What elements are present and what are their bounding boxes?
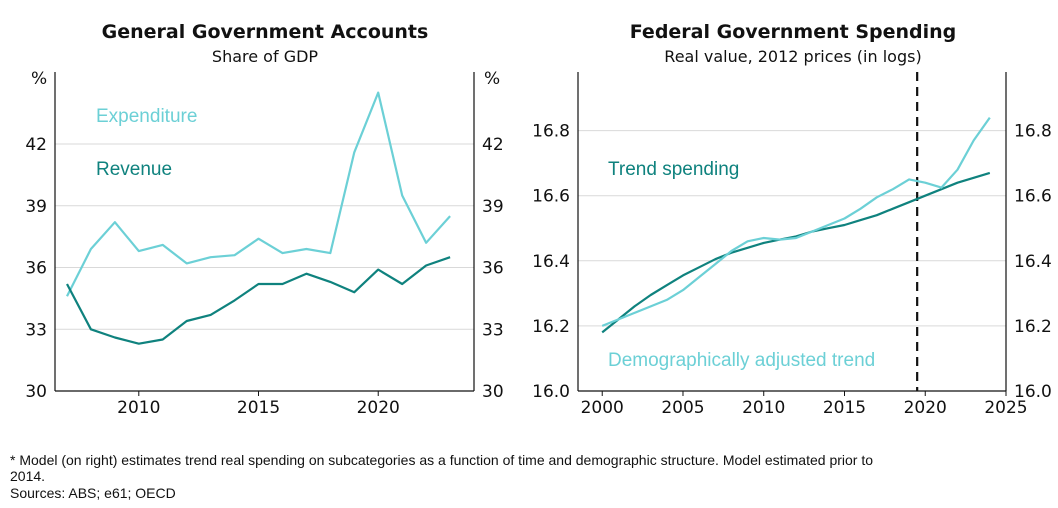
footnote-line-2: 2014. — [10, 468, 46, 484]
right-xtick-label: 2010 — [742, 398, 785, 418]
left-xtick-label: 2015 — [237, 398, 280, 418]
right-chart-title: Federal Government Spending — [630, 21, 957, 43]
left-ytick-right: 33 — [482, 320, 504, 340]
right-series-demographically-adjusted-trend — [601, 116, 991, 327]
trend-spending-label: Trend spending — [608, 159, 739, 180]
left-xtick-label: 2010 — [117, 398, 160, 418]
left-unit-label-right: % — [484, 69, 500, 89]
right-ytick-right: 16.4 — [1014, 252, 1052, 272]
right-ytick-left: 16.2 — [532, 317, 570, 337]
left-chart-title: General Government Accounts — [102, 21, 429, 43]
right-ytick-left: 16.0 — [532, 382, 570, 402]
left-ytick-left: 36 — [25, 259, 47, 279]
left-ytick-right: 39 — [482, 197, 504, 217]
demographic-trend-label: Demographically adjusted trend — [608, 350, 875, 371]
left-chart-subtitle: Share of GDP — [212, 47, 318, 66]
sources-line: Sources: ABS; e61; OECD — [10, 485, 176, 501]
right-ytick-right: 16.2 — [1014, 317, 1052, 337]
right-ytick-right: 16.0 — [1014, 382, 1052, 402]
left-plot: 30 30 33 33 36 36 39 39 42 42 2010 2015 2020 — [25, 72, 504, 418]
left-series-expenditure — [66, 91, 451, 297]
left-ytick-left: 30 — [25, 382, 47, 402]
right-xtick-label: 2020 — [904, 398, 947, 418]
left-ytick-left: 39 — [25, 197, 47, 217]
right-xtick-label: 2005 — [661, 398, 704, 418]
chart-canvas: General Government Accounts Share of GDP… — [25, 21, 1052, 418]
left-xtick-label: 2020 — [357, 398, 400, 418]
left-ytick-right: 36 — [482, 259, 504, 279]
expenditure-label: Expenditure — [96, 106, 197, 127]
right-ytick-left: 16.4 — [532, 252, 570, 272]
footnote-line-1: * Model (on right) estimates trend real … — [10, 452, 874, 468]
right-plot: 16.0 16.0 16.2 16.2 16.4 16.4 16.6 16.6 16.8 16.8… — [532, 72, 1052, 418]
left-ytick-right: 42 — [482, 135, 504, 155]
right-xtick-label: 2025 — [984, 398, 1027, 418]
left-ytick-left: 33 — [25, 320, 47, 340]
right-xtick-label: 2000 — [581, 398, 624, 418]
left-ytick-right: 30 — [482, 382, 504, 402]
right-series-trend-spending — [601, 171, 991, 334]
right-ytick-right: 16.8 — [1014, 122, 1052, 142]
left-ytick-left: 42 — [25, 135, 47, 155]
revenue-label: Revenue — [96, 159, 172, 180]
right-xtick-label: 2015 — [823, 398, 866, 418]
right-chart-subtitle: Real value, 2012 prices (in logs) — [664, 47, 921, 66]
right-ytick-left: 16.8 — [532, 122, 570, 142]
left-series-revenue — [66, 256, 451, 345]
right-ytick-right: 16.6 — [1014, 187, 1052, 207]
right-ytick-left: 16.6 — [532, 187, 570, 207]
left-unit-label-left: % — [31, 69, 47, 89]
